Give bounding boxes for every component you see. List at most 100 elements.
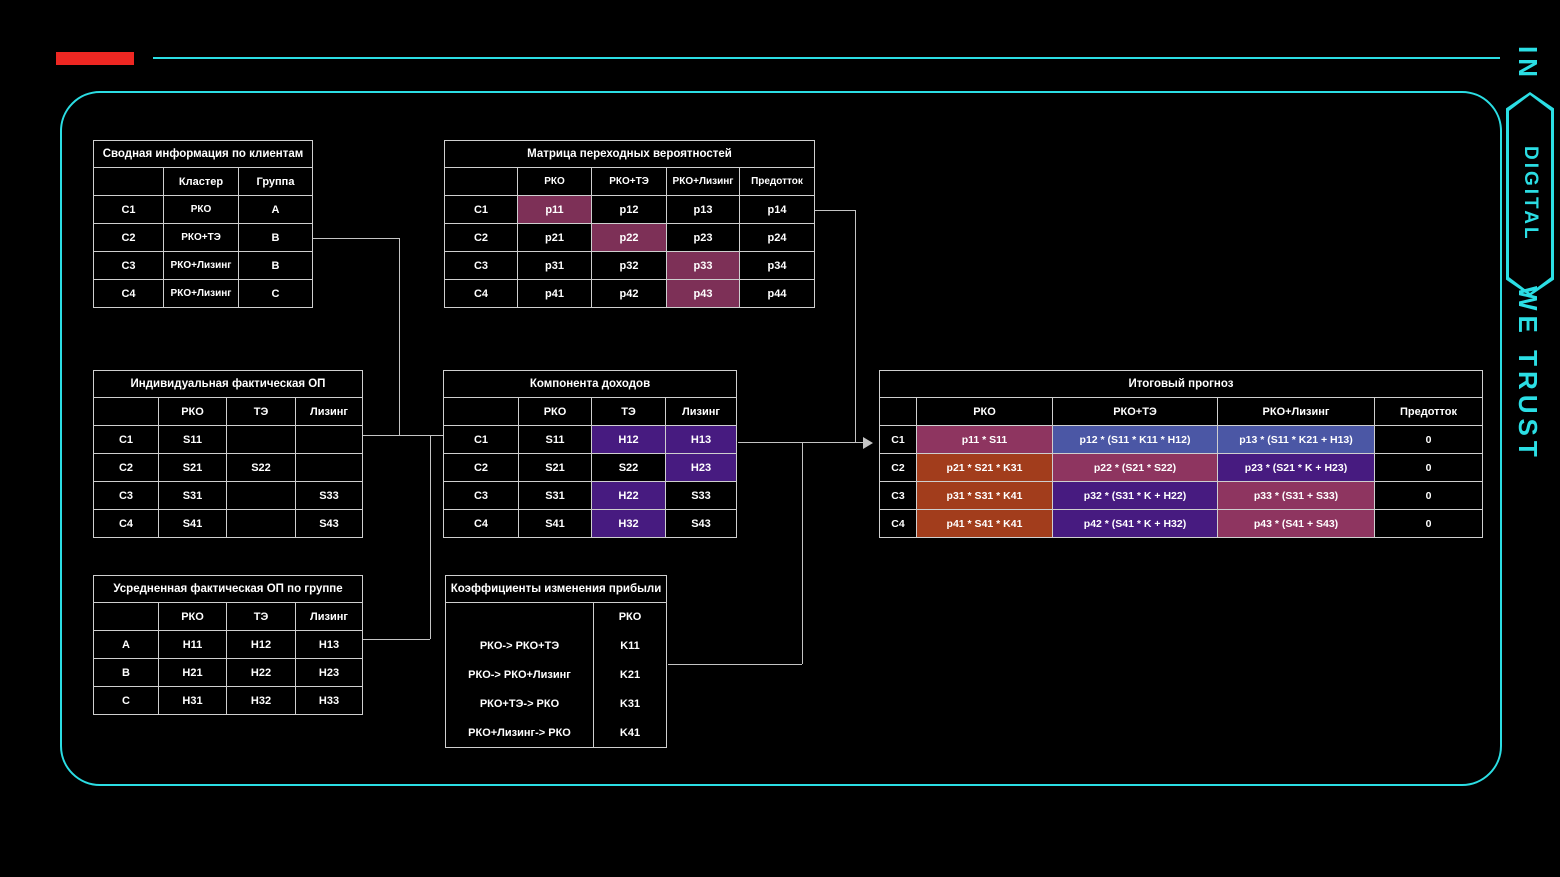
arrow-head <box>863 437 873 449</box>
table-row: C1 S11 H12 H13 <box>443 425 737 454</box>
row-label: B <box>93 658 159 687</box>
table-cell: p12 * (S11 * K11 * H12) <box>1052 425 1218 454</box>
table-cell: p13 * (S11 * K21 + H13) <box>1217 425 1375 454</box>
brand-text-digital: DIGITAL <box>1520 146 1541 242</box>
table-cell: H13 <box>665 425 737 454</box>
table-cell: РКО+Лизинг <box>163 279 239 308</box>
row-label: C3 <box>93 481 159 510</box>
table-row: C4 РКО+Лизинг C <box>93 279 313 308</box>
table-cell: p24 <box>739 223 815 252</box>
table-cell: S31 <box>518 481 592 510</box>
table-row: C1 S11 <box>93 425 363 454</box>
table-cell: p21 * S21 * K31 <box>916 453 1053 482</box>
column-header: РКО <box>518 397 592 426</box>
averaged-grid: РКО ТЭ Лизинг A H11 H12 H13 B H21 H22 H23 C H31 H32 H3… <box>93 602 363 715</box>
connector-line <box>430 435 431 639</box>
row-label: C3 <box>444 251 518 280</box>
column-header: Предотток <box>739 167 815 196</box>
table-row: C4 S41 S43 <box>93 509 363 538</box>
table-cell: 0 <box>1374 481 1483 510</box>
table-cell: S43 <box>295 509 363 538</box>
table-cell <box>226 509 296 538</box>
connector-line <box>668 664 802 665</box>
table-cell: S41 <box>518 509 592 538</box>
column-header: РКО <box>593 602 667 632</box>
matrix-title: Матрица переходных вероятностей <box>444 140 815 168</box>
table-row: C3 p31 p32 p33 p34 <box>444 251 815 280</box>
table-row: C2 p21 * S21 * K31 p22 * (S21 * S22) p23 * … <box>879 453 1483 482</box>
table-cell <box>226 481 296 510</box>
row-label: C4 <box>443 509 519 538</box>
summary-table: Сводная информация по клиентам Кластер Гру… <box>93 140 313 308</box>
averaged-op-table: Усредненная фактическая ОП по группе РКО Т… <box>93 575 363 715</box>
table-cell: p31 <box>517 251 592 280</box>
table-row: A H11 H12 H13 <box>93 630 363 659</box>
table-row: C3 S31 H22 S33 <box>443 481 737 510</box>
table-cell: p11 <box>517 195 592 224</box>
matrix-grid: РКО РКО+ТЭ РКО+Лизинг Предотток C1 p11 p12 p13 p… <box>444 167 815 308</box>
table-cell: K31 <box>593 689 667 719</box>
table-cell: H23 <box>295 658 363 687</box>
row-label: C1 <box>93 195 164 224</box>
income-title: Компонента доходов <box>443 370 737 398</box>
table-row: C3 p31 * S31 * K41 p32 * (S31 * K + H22) p3… <box>879 481 1483 510</box>
table-cell: p44 <box>739 279 815 308</box>
column-header: РКО <box>158 397 227 426</box>
brand-text-in: IN <box>1513 46 1543 82</box>
summary-grid: Кластер Группа C1 РКО A C2 РКО+ТЭ B C3 РКО+Лизинг… <box>93 167 313 308</box>
red-accent-bar <box>56 52 134 65</box>
table-cell: S22 <box>591 453 666 482</box>
content-frame <box>60 91 1502 786</box>
table-cell: H32 <box>591 509 666 538</box>
table-cell: H22 <box>226 658 296 687</box>
table-row: C3 S31 S33 <box>93 481 363 510</box>
row-label: РКО-> РКО+ТЭ <box>479 640 560 652</box>
table-cell: S11 <box>158 425 227 454</box>
table-cell: S41 <box>158 509 227 538</box>
badge-outline-inner <box>1509 95 1551 293</box>
column-header: Кластер <box>163 167 239 196</box>
averaged-title: Усредненная фактическая ОП по группе <box>93 575 363 603</box>
row-label: C1 <box>879 425 917 454</box>
table-cell: H23 <box>665 453 737 482</box>
row-label: C3 <box>443 481 519 510</box>
column-header: РКО+Лизинг <box>666 167 740 196</box>
coefficients-grid: РКО РКО-> РКО+ТЭ K11 РКО-> РКО+Лизинг K21 РКО… <box>445 602 667 748</box>
final-forecast-table: Итоговый прогноз РКО РКО+ТЭ РКО+Лизинг Предо… <box>879 370 1483 538</box>
table-row: C1 p11 p12 p13 p14 <box>444 195 815 224</box>
table-cell: p14 <box>739 195 815 224</box>
row-label: C4 <box>93 279 164 308</box>
connector-line <box>855 210 856 443</box>
table-cell: p31 * S31 * K41 <box>916 481 1053 510</box>
table-row: C1 p11 * S11 p12 * (S11 * K11 * H12) p13 * … <box>879 425 1483 454</box>
table-cell: S22 <box>226 453 296 482</box>
connector-line <box>363 435 445 436</box>
row-label: C3 <box>93 251 164 280</box>
table-cell: H33 <box>295 686 363 715</box>
header-row: РКО РКО+ТЭ РКО+Лизинг Предотток <box>879 397 1483 426</box>
table-row: C3 РКО+Лизинг B <box>93 251 313 280</box>
row-label: C2 <box>444 223 518 252</box>
table-cell: H22 <box>591 481 666 510</box>
individual-grid: РКО ТЭ Лизинг C1 S11 C2 S21 S22 C3 S31 S33 C4 S41 S43 <box>93 397 363 538</box>
connector-line <box>313 238 399 239</box>
column-header: Предотток <box>1374 397 1483 426</box>
connector-line <box>802 442 803 664</box>
table-cell: B <box>238 251 313 280</box>
table-cell: S33 <box>665 481 737 510</box>
table-cell: S21 <box>158 453 227 482</box>
table-cell: p12 <box>591 195 667 224</box>
table-row: РКО-> РКО+Лизинг K21 <box>446 660 667 690</box>
row-label: C2 <box>93 223 164 252</box>
table-cell: H13 <box>295 630 363 659</box>
connector-line <box>815 210 855 211</box>
table-row: C H31 H32 H33 <box>93 686 363 715</box>
header-row: Кластер Группа <box>93 167 313 196</box>
connector-line <box>363 639 430 640</box>
table-cell: p41 <box>517 279 592 308</box>
row-label: C2 <box>443 453 519 482</box>
table-cell: B <box>238 223 313 252</box>
table-cell: K11 <box>593 631 667 661</box>
column-header <box>443 397 519 426</box>
table-cell: p13 <box>666 195 740 224</box>
